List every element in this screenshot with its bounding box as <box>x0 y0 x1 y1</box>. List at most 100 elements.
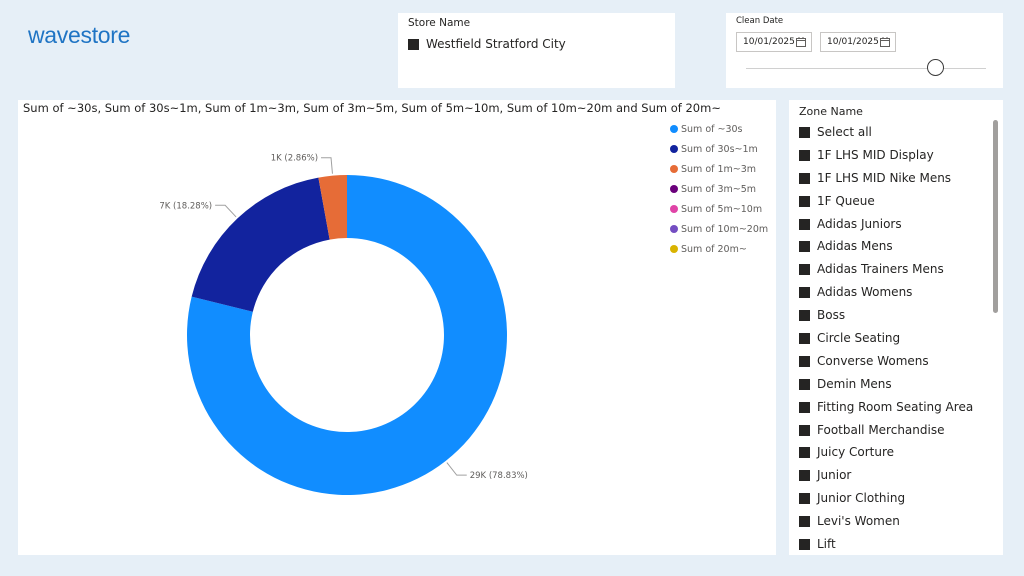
zone-item-label: Circle Seating <box>817 331 901 346</box>
zone-name-slicer: Zone Name Select all 1F LHS MID Display 1F… <box>789 100 1003 555</box>
zone-item-label: Boss <box>817 308 846 323</box>
zone-list-item[interactable]: Levi's Women <box>799 511 973 534</box>
legend-item[interactable]: Sum of 10m~20m <box>670 222 768 242</box>
legend-label: Sum of 1m~3m <box>681 164 757 175</box>
legend-marker <box>670 145 678 153</box>
data-label-leader <box>321 157 333 174</box>
data-label-leader <box>446 462 467 476</box>
zone-list-item[interactable]: 1F Queue <box>799 191 973 214</box>
legend-marker <box>670 225 678 233</box>
data-label: 29K (78.83%) <box>470 471 528 481</box>
donut-slice[interactable] <box>186 175 507 495</box>
checkbox-icon[interactable] <box>799 172 810 184</box>
zone-list-item[interactable]: Select all <box>799 122 973 145</box>
legend-item[interactable]: Sum of ~30s <box>670 122 768 142</box>
end-date-input[interactable]: 10/01/2025 <box>820 32 896 52</box>
zone-item-label: Fitting Room Seating Area <box>817 399 974 414</box>
date-slider-track[interactable] <box>746 68 986 69</box>
legend-item[interactable]: Sum of 1m~3m <box>670 162 768 182</box>
zone-list-item[interactable]: 1F LHS MID Display <box>799 145 973 168</box>
zone-item-label: Adidas Womens <box>817 285 913 300</box>
zone-list-item[interactable]: Juicy Corture <box>799 442 973 465</box>
store-slicer-item[interactable]: Westfield Stratford City <box>408 37 566 51</box>
wavestore-logo: wavestore <box>28 22 131 48</box>
zone-list-item[interactable]: Circle Seating <box>799 328 973 351</box>
zone-scrollbar[interactable] <box>993 120 998 313</box>
checkbox-icon[interactable] <box>799 539 810 551</box>
zone-list-item[interactable]: Fitting Room Seating Area <box>799 397 973 420</box>
zone-item-label: Football Merchandise <box>817 422 945 437</box>
checkbox-icon[interactable] <box>799 218 810 230</box>
calendar-icon[interactable] <box>796 37 806 47</box>
checkbox-icon[interactable] <box>799 310 810 322</box>
zone-list-item[interactable]: Junior <box>799 465 973 488</box>
checkbox-icon[interactable] <box>799 287 810 299</box>
zone-item-label: 1F LHS MID Display <box>817 147 934 162</box>
checkbox-icon[interactable] <box>799 401 810 413</box>
zone-item-label: 1F Queue <box>817 193 875 208</box>
store-slicer-title: Store Name <box>408 17 471 29</box>
legend-label: Sum of 10m~20m <box>681 224 769 235</box>
zone-list-item[interactable]: Adidas Mens <box>799 236 973 259</box>
zone-list-item[interactable]: Demin Mens <box>799 374 973 397</box>
checkbox-icon[interactable] <box>408 39 419 50</box>
zone-item-label: Adidas Trainers Mens <box>817 262 944 277</box>
data-label-leader <box>215 204 237 218</box>
checkbox-icon[interactable] <box>799 378 810 390</box>
checkbox-icon[interactable] <box>799 516 810 528</box>
checkbox-icon[interactable] <box>799 333 810 345</box>
data-label: 7K (18.28%) <box>159 201 212 211</box>
legend-marker <box>670 165 678 173</box>
zone-item-label: Lift <box>817 537 836 552</box>
zone-list-item[interactable]: Boss <box>799 305 973 328</box>
calendar-icon[interactable] <box>880 37 890 47</box>
donut-slice[interactable] <box>318 175 347 240</box>
legend-label: Sum of ~30s <box>681 124 743 135</box>
chart-legend: Sum of ~30s Sum of 30s~1m Sum of 1m~3m Sum … <box>670 122 768 262</box>
store-item-label: Westfield Stratford City <box>426 37 566 51</box>
donut-chart-svg: 29K (78.83%) 7K (18.28%) 1K (2.86%) <box>159 154 528 495</box>
zone-list-item[interactable]: Lift <box>799 534 973 555</box>
clean-date-slicer: Clean Date 10/01/2025 10/01/2025 <box>726 13 1003 88</box>
zone-slicer-title: Zone Name <box>799 105 863 118</box>
store-name-slicer: Store Name Westfield Stratford City <box>398 13 675 88</box>
legend-item[interactable]: Sum of 3m~5m <box>670 182 768 202</box>
checkbox-icon[interactable] <box>799 195 810 207</box>
zone-list-item[interactable]: 1F LHS MID Nike Mens <box>799 168 973 191</box>
donut-slice[interactable] <box>191 177 330 312</box>
zone-item-label: Junior Clothing <box>817 491 906 506</box>
date-slider-handle[interactable] <box>927 59 944 76</box>
legend-marker <box>670 185 678 193</box>
checkbox-icon[interactable] <box>799 241 810 253</box>
checkbox-icon[interactable] <box>799 264 810 276</box>
zone-item-label: Converse Womens <box>817 353 929 368</box>
zone-list-item[interactable]: Adidas Juniors <box>799 214 973 237</box>
legend-marker <box>670 245 678 253</box>
checkbox-icon[interactable] <box>799 355 810 367</box>
zone-list-item[interactable]: Football Merchandise <box>799 420 973 443</box>
zone-item-label: Juicy Corture <box>817 445 895 460</box>
zone-item-label: Demin Mens <box>817 376 892 391</box>
checkbox-icon[interactable] <box>799 447 810 459</box>
legend-label: Sum of 30s~1m <box>681 144 758 155</box>
checkbox-icon[interactable] <box>799 424 810 436</box>
checkbox-icon[interactable] <box>799 127 810 138</box>
legend-item[interactable]: Sum of 20m~ <box>670 242 768 262</box>
legend-label: Sum of 20m~ <box>681 244 747 255</box>
date-slicer-title: Clean Date <box>736 16 784 26</box>
zone-item-label: Adidas Mens <box>817 239 893 254</box>
zone-list-item[interactable]: Junior Clothing <box>799 488 973 511</box>
checkbox-icon[interactable] <box>799 149 810 161</box>
zone-list-item[interactable]: Converse Womens <box>799 351 973 374</box>
legend-label: Sum of 5m~10m <box>681 204 763 215</box>
zone-list-item[interactable]: Adidas Womens <box>799 282 973 305</box>
checkbox-icon[interactable] <box>799 493 810 505</box>
checkbox-icon[interactable] <box>799 470 810 482</box>
zone-item-label: Junior <box>817 468 852 483</box>
legend-item[interactable]: Sum of 5m~10m <box>670 202 768 222</box>
legend-label: Sum of 3m~5m <box>681 184 757 195</box>
legend-item[interactable]: Sum of 30s~1m <box>670 142 768 162</box>
zone-list-item[interactable]: Adidas Trainers Mens <box>799 259 973 282</box>
start-date-input[interactable]: 10/01/2025 <box>736 32 812 52</box>
data-label: 1K (2.86%) <box>271 154 318 164</box>
